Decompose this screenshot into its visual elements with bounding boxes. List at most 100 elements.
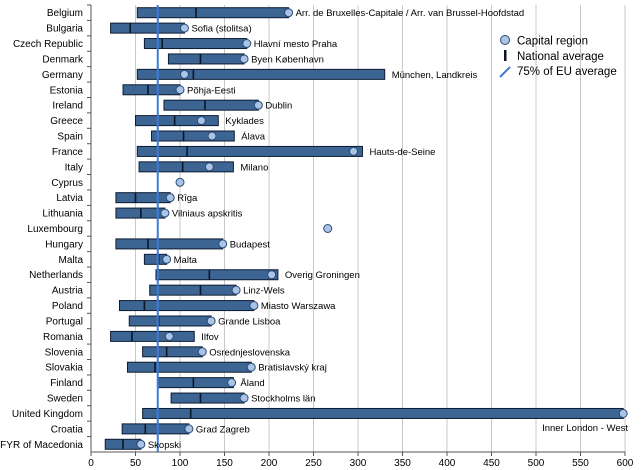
region-label: Byen København [251, 54, 324, 65]
capital-marker [197, 347, 207, 357]
country-label: Spain [57, 132, 83, 143]
region-label: Stockholms län [251, 394, 315, 405]
range-bar [149, 284, 237, 296]
region-label: Budapest [230, 239, 271, 250]
region-label: Kyklades [225, 116, 264, 127]
region-label: Linz-Wels [243, 286, 285, 297]
country-label: Finland [50, 378, 83, 389]
range-bar [163, 99, 259, 111]
range-bar [121, 423, 190, 435]
region-label: Sofia (stolitsa) [191, 24, 251, 35]
capital-marker [249, 301, 259, 311]
range-bar [136, 68, 386, 80]
legend-capital-label: Capital region [517, 36, 588, 48]
capital-marker [242, 39, 252, 49]
range-bar [170, 392, 245, 404]
region-label: Hauts-de-Seine [369, 147, 435, 158]
region-label: München, Landkreis [392, 70, 478, 81]
capital-marker [204, 162, 214, 172]
range-bar [115, 192, 171, 204]
range-bar [157, 377, 234, 389]
region-label: Grad Zagreb [196, 424, 250, 435]
region-label: Grande Lisboa [218, 316, 281, 327]
range-bar [142, 407, 624, 419]
legend-threshold-marker [499, 66, 511, 78]
country-label: Slovakia [45, 363, 83, 374]
capital-marker [162, 254, 172, 264]
country-label: Denmark [42, 54, 84, 65]
capital-marker [136, 439, 146, 449]
range-bar [135, 115, 219, 127]
country-label: Bulgaria [46, 24, 83, 35]
country-label: Estonia [50, 85, 84, 96]
country-label: France [52, 147, 84, 158]
region-label: Overig Groningen [285, 270, 360, 281]
country-label: Greece [50, 116, 83, 127]
country-label: United Kingdom [12, 409, 83, 420]
country-label: Netherlands [29, 270, 83, 281]
country-label: Ireland [52, 101, 83, 112]
country-label: Malta [59, 255, 84, 266]
x-tick-label: 550 [572, 458, 589, 469]
x-tick-label: 250 [305, 458, 322, 469]
capital-marker [239, 54, 249, 64]
region-label: Dublin [265, 101, 292, 112]
legend-national-label: National average [517, 51, 604, 63]
capital-marker [160, 208, 170, 218]
capital-marker [179, 69, 189, 79]
capital-marker [349, 146, 359, 156]
x-tick-label: 200 [261, 458, 278, 469]
x-tick-label: 50 [130, 458, 142, 469]
x-tick-label: 400 [439, 458, 456, 469]
country-labels: Belgium Bulgaria Czech Republic Denmark Germ… [0, 4, 91, 451]
capital-marker [267, 270, 277, 280]
region-label: Malta [174, 255, 198, 266]
country-label: Hungary [45, 239, 83, 250]
region-label: Åland [240, 378, 264, 389]
region-label: Rīga [177, 193, 198, 204]
capital-marker [164, 331, 174, 341]
country-label: Portugal [46, 316, 83, 327]
range-bars [104, 7, 624, 450]
region-label: Bratislavský kraj [258, 363, 327, 374]
range-bar [126, 361, 252, 373]
country-label: Italy [65, 162, 83, 173]
capital-marker [231, 285, 241, 295]
country-label: Croatia [51, 424, 84, 435]
x-tick-label: 100 [172, 458, 189, 469]
region-label: Ilfov [201, 332, 219, 343]
range-bar [136, 7, 290, 19]
country-label: Slovenia [45, 347, 84, 358]
range-bar [128, 315, 212, 327]
capital-marker [179, 23, 189, 33]
country-label: Belgium [47, 8, 83, 19]
capital-marker [246, 362, 256, 372]
range-bar [136, 145, 363, 157]
country-label: Sweden [47, 394, 83, 405]
country-label: Luxembourg [27, 224, 83, 235]
region-label: Osrednjeslovenska [209, 347, 291, 358]
range-bar [151, 130, 235, 142]
capital-marker [175, 177, 185, 187]
capital-marker [207, 131, 217, 141]
x-tick-label: 0 [88, 458, 94, 469]
x-tick-label: 350 [394, 458, 411, 469]
capital-marker [196, 116, 206, 126]
country-label: Austria [52, 286, 84, 297]
country-label: Romania [43, 332, 83, 343]
capital-marker [227, 378, 237, 388]
country-label: FYR of Macedonia [0, 440, 83, 451]
region-label: Arr. de Bruxelles-Capitale / Arr. van Br… [296, 8, 525, 19]
capital-marker [165, 193, 175, 203]
capital-marker [253, 100, 263, 110]
region-label: Miasto Warszawa [261, 301, 336, 312]
range-bar [167, 53, 245, 65]
range-bar [110, 22, 185, 34]
capital-marker [175, 85, 185, 95]
region-label: Vilniaus apskritis [172, 209, 243, 220]
capital-marker [323, 224, 333, 233]
range-bar [143, 38, 248, 50]
legend: Capital region National average 75% of E… [499, 35, 617, 78]
range-bar [122, 84, 181, 96]
country-label: Latvia [56, 193, 83, 204]
